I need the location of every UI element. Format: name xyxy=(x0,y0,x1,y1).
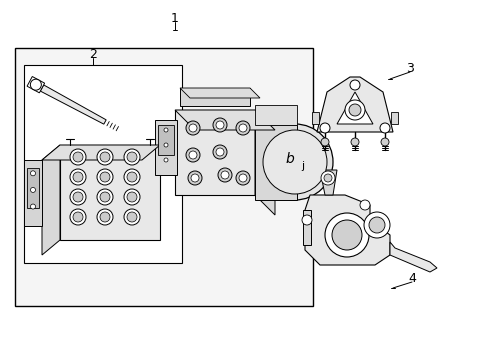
Circle shape xyxy=(236,121,249,135)
Polygon shape xyxy=(254,105,296,125)
Polygon shape xyxy=(175,110,274,130)
Circle shape xyxy=(185,148,200,162)
Circle shape xyxy=(97,149,113,165)
Text: 1: 1 xyxy=(171,12,179,24)
Circle shape xyxy=(73,172,83,182)
Circle shape xyxy=(124,149,140,165)
Circle shape xyxy=(218,168,231,182)
Bar xyxy=(15,48,312,306)
Circle shape xyxy=(100,192,110,202)
Circle shape xyxy=(100,212,110,222)
Circle shape xyxy=(363,212,389,238)
Circle shape xyxy=(70,209,86,225)
Circle shape xyxy=(379,123,389,133)
Circle shape xyxy=(73,152,83,162)
Polygon shape xyxy=(319,170,336,195)
Circle shape xyxy=(163,143,168,147)
Circle shape xyxy=(350,138,358,146)
Bar xyxy=(303,210,310,245)
Circle shape xyxy=(70,149,86,165)
Circle shape xyxy=(100,172,110,182)
Bar xyxy=(180,88,249,106)
Circle shape xyxy=(30,171,36,176)
Circle shape xyxy=(97,169,113,185)
Circle shape xyxy=(97,209,113,225)
Circle shape xyxy=(127,172,137,182)
Circle shape xyxy=(236,171,249,185)
Circle shape xyxy=(127,212,137,222)
Circle shape xyxy=(30,79,41,90)
Bar xyxy=(24,160,42,226)
Text: 2: 2 xyxy=(89,49,97,62)
Circle shape xyxy=(100,152,110,162)
Circle shape xyxy=(189,124,197,132)
Circle shape xyxy=(191,174,199,182)
Circle shape xyxy=(221,171,228,179)
Polygon shape xyxy=(389,242,436,272)
Circle shape xyxy=(70,169,86,185)
Circle shape xyxy=(97,189,113,205)
Bar xyxy=(155,120,177,175)
Polygon shape xyxy=(27,77,44,93)
Text: b: b xyxy=(285,152,294,166)
Circle shape xyxy=(213,145,226,159)
Polygon shape xyxy=(305,195,389,265)
Circle shape xyxy=(124,209,140,225)
Circle shape xyxy=(349,80,359,90)
Circle shape xyxy=(187,171,202,185)
Bar xyxy=(254,125,296,200)
Circle shape xyxy=(302,215,311,225)
Circle shape xyxy=(185,121,200,135)
Circle shape xyxy=(324,174,331,182)
Circle shape xyxy=(319,123,329,133)
Circle shape xyxy=(127,192,137,202)
Circle shape xyxy=(380,138,388,146)
Circle shape xyxy=(325,213,368,257)
Circle shape xyxy=(30,204,36,209)
Bar xyxy=(175,110,254,195)
Circle shape xyxy=(189,151,197,159)
Text: 3: 3 xyxy=(405,62,413,75)
Circle shape xyxy=(368,217,384,233)
Bar xyxy=(158,125,174,155)
Circle shape xyxy=(216,148,224,156)
Circle shape xyxy=(163,158,168,162)
Circle shape xyxy=(124,169,140,185)
Bar xyxy=(24,65,182,263)
Text: j: j xyxy=(301,161,304,171)
Circle shape xyxy=(73,212,83,222)
Circle shape xyxy=(348,104,360,116)
Bar xyxy=(390,112,397,124)
Circle shape xyxy=(127,152,137,162)
Text: 4: 4 xyxy=(407,271,415,284)
Circle shape xyxy=(30,188,36,193)
Circle shape xyxy=(239,124,246,132)
Polygon shape xyxy=(336,92,372,124)
Polygon shape xyxy=(40,85,106,124)
Circle shape xyxy=(257,124,332,200)
Bar xyxy=(311,112,318,124)
Polygon shape xyxy=(180,88,260,98)
Polygon shape xyxy=(316,77,392,132)
Circle shape xyxy=(239,174,246,182)
Bar xyxy=(27,168,39,208)
Circle shape xyxy=(320,138,328,146)
Circle shape xyxy=(213,118,226,132)
Circle shape xyxy=(320,171,334,185)
Circle shape xyxy=(345,100,364,120)
Circle shape xyxy=(73,192,83,202)
Circle shape xyxy=(124,189,140,205)
Circle shape xyxy=(70,189,86,205)
Circle shape xyxy=(163,128,168,132)
Circle shape xyxy=(331,220,361,250)
Polygon shape xyxy=(42,145,160,160)
Polygon shape xyxy=(254,110,274,215)
Circle shape xyxy=(263,130,326,194)
Circle shape xyxy=(359,200,369,210)
Circle shape xyxy=(216,121,224,129)
Bar xyxy=(60,145,160,240)
Polygon shape xyxy=(42,145,60,255)
